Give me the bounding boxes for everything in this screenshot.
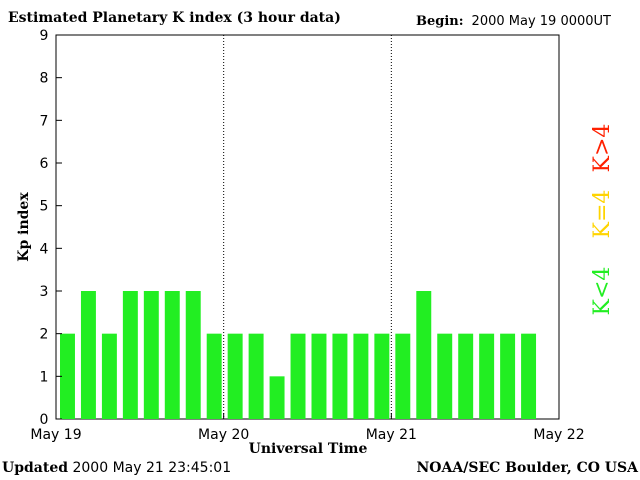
kp-bar bbox=[395, 333, 411, 419]
chart-title: Estimated Planetary K index (3 hour data… bbox=[8, 10, 341, 26]
legend-item: K>4 bbox=[590, 124, 615, 173]
begin-value: 2000 May 19 0000UT bbox=[471, 14, 611, 29]
kp-bar bbox=[374, 333, 390, 419]
updated-timestamp: Updated 2000 May 21 23:45:01 bbox=[2, 460, 231, 476]
y-tick-label: 1 bbox=[40, 369, 49, 385]
legend-item: K=4 bbox=[590, 190, 615, 239]
updated-value: 2000 May 21 23:45:01 bbox=[72, 460, 232, 476]
kp-bar bbox=[458, 333, 474, 419]
y-axis-ticks: 0 1 2 3 4 5 6 7 8 9 bbox=[40, 28, 62, 428]
kp-bar bbox=[122, 291, 138, 419]
updated-label: Updated bbox=[2, 460, 69, 476]
y-tick-label: 9 bbox=[40, 28, 49, 44]
kp-bar bbox=[479, 333, 495, 419]
credit-line: NOAA/SEC Boulder, CO USA bbox=[416, 460, 639, 476]
y-tick-label: 5 bbox=[40, 199, 49, 215]
y-tick-label: 7 bbox=[40, 113, 49, 129]
kp-bar bbox=[206, 333, 222, 419]
begin-date: Begin: 2000 May 19 0000UT bbox=[416, 14, 611, 29]
x-axis-label: Universal Time bbox=[249, 441, 368, 457]
y-tick-label: 2 bbox=[40, 327, 49, 343]
kp-bar bbox=[101, 333, 117, 419]
day-separators bbox=[223, 35, 392, 419]
kp-bar bbox=[164, 291, 180, 419]
x-tick-label: May 22 bbox=[533, 427, 584, 443]
y-tick-label: 0 bbox=[40, 412, 49, 428]
kp-bar bbox=[185, 291, 201, 419]
y-axis-label: Kp index bbox=[16, 192, 32, 262]
kp-bar bbox=[290, 333, 306, 419]
x-tick-label: May 21 bbox=[366, 427, 417, 443]
y-tick-label: 3 bbox=[40, 284, 49, 300]
kp-bar bbox=[437, 333, 453, 419]
legend-item: K<4 bbox=[590, 267, 615, 316]
begin-label: Begin: bbox=[416, 14, 464, 29]
kp-bar bbox=[416, 291, 432, 419]
y-tick-label: 6 bbox=[40, 156, 49, 172]
bars bbox=[60, 291, 537, 419]
plot-area bbox=[55, 34, 560, 420]
kp-bar bbox=[332, 333, 348, 419]
kp-bar bbox=[248, 333, 264, 419]
x-tick-label: May 20 bbox=[198, 427, 249, 443]
kp-bar bbox=[311, 333, 327, 419]
kp-bar bbox=[80, 291, 96, 419]
x-axis-ticks: May 19 May 20 May 21 May 22 bbox=[30, 413, 585, 443]
kp-bar bbox=[143, 291, 159, 419]
kp-bar bbox=[60, 333, 75, 419]
kp-bar bbox=[500, 333, 516, 419]
kp-bar bbox=[353, 333, 369, 419]
x-tick-label: May 19 bbox=[30, 427, 81, 443]
kp-bar bbox=[521, 333, 537, 419]
legend: K>4 K=4 K<4 bbox=[590, 124, 615, 316]
kp-bar bbox=[269, 376, 285, 419]
y-tick-label: 4 bbox=[40, 241, 49, 257]
kp-bar bbox=[227, 333, 243, 419]
y-tick-label: 8 bbox=[40, 71, 49, 87]
